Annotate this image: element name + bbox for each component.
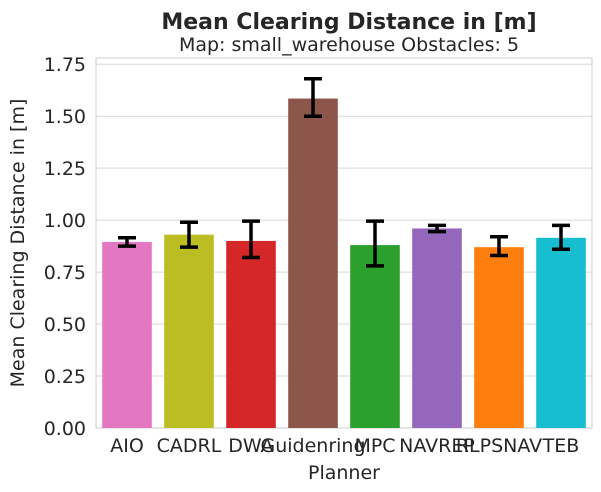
error-bar — [428, 223, 446, 234]
x-tick-label: TEB — [542, 435, 580, 457]
x-tick-label: CADRL — [157, 435, 222, 457]
bar — [164, 234, 214, 428]
y-tick-label: 0.75 — [44, 262, 86, 284]
x-tick-label: AIO — [110, 435, 144, 457]
error-bars — [118, 77, 570, 268]
x-tick-label: MPC — [354, 435, 395, 457]
bar — [536, 237, 586, 428]
y-tick-label: 1.00 — [44, 210, 86, 232]
x-tick-label: Guidenring — [260, 435, 365, 457]
y-tick-label: 0.50 — [44, 314, 86, 336]
bars — [102, 98, 586, 429]
bar — [474, 247, 524, 428]
y-axis-label: Mean Clearing Distance in [m] — [7, 99, 29, 388]
bar — [412, 228, 462, 428]
x-tick-label: RLPSNAV — [456, 435, 542, 457]
chart-subtitle: Map: small_warehouse Obstacles: 5 — [179, 34, 519, 56]
x-axis-label: Planner — [308, 462, 380, 484]
y-tick-label: 1.50 — [44, 106, 86, 128]
y-tick-labels: 0.00 0.25 0.50 0.75 1.00 1.25 1.50 1.75 — [44, 54, 86, 440]
x-tick-label: DWA — [228, 435, 273, 457]
y-tick-label: 1.75 — [44, 54, 86, 76]
error-bar — [366, 219, 384, 268]
error-bar — [490, 235, 508, 258]
bar — [350, 245, 400, 428]
error-bar — [552, 223, 570, 251]
error-bar — [118, 236, 136, 248]
error-bar — [304, 77, 322, 118]
chart-title: Mean Clearing Distance in [m] — [161, 10, 536, 35]
x-tick-label: NAVREP — [399, 435, 475, 457]
y-tick-label: 0.25 — [44, 366, 86, 388]
error-bar — [180, 220, 198, 249]
error-bar — [242, 219, 260, 260]
plot-area-frame — [95, 57, 593, 429]
bar — [226, 240, 276, 428]
bar — [102, 241, 152, 428]
bar — [288, 98, 338, 429]
y-tick-label: 1.25 — [44, 158, 86, 180]
y-tick-label: 0.00 — [44, 418, 86, 440]
